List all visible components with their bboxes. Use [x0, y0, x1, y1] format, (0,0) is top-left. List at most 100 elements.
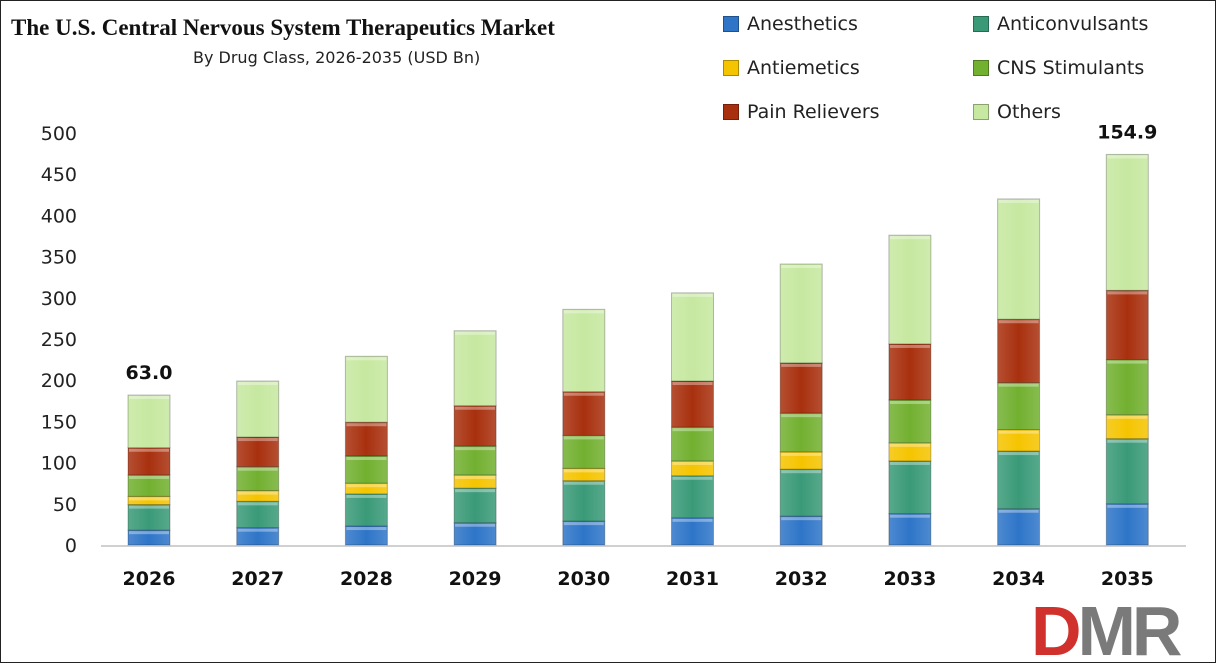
y-tick-label: 500	[41, 123, 77, 145]
x-tick-label: 2029	[449, 568, 502, 590]
bar-segment-anesthetics	[127, 529, 171, 546]
y-tick-label: 50	[53, 494, 77, 516]
x-tick-label: 2026	[123, 568, 176, 590]
bar-segment-anticonvulsants	[997, 450, 1041, 510]
bar-bevel	[455, 489, 496, 493]
legend-label: Antiemetics	[747, 57, 860, 79]
bar-bevel	[129, 505, 169, 509]
bar-segment-anticonvulsants	[453, 487, 497, 524]
y-tick-label: 450	[41, 164, 77, 186]
y-tick-label: 350	[41, 247, 77, 269]
bar-segment-cns-stimulants	[562, 434, 606, 469]
bar-bevel	[563, 522, 604, 526]
bar-segment-pain-relievers	[453, 405, 497, 447]
legend-swatch	[723, 60, 739, 76]
legend-label: Pain Relievers	[747, 101, 880, 123]
data-label: 63.0	[126, 362, 173, 384]
bar-bevel	[1107, 360, 1148, 364]
bar-segment-pain-relievers	[344, 421, 388, 457]
bar-bevel	[129, 497, 169, 501]
bar-bevel	[129, 396, 169, 400]
bar-segment-anesthetics	[888, 513, 932, 546]
legend-item: Antiemetics	[723, 57, 860, 79]
bar-segment-others	[997, 198, 1041, 320]
bar-segment-others	[779, 263, 823, 364]
y-tick-label: 150	[41, 411, 77, 433]
bar-bevel	[672, 461, 713, 465]
x-tick-label: 2033	[883, 568, 936, 590]
bar-segment-pain-relievers	[888, 343, 932, 401]
bar-segment-anticonvulsants	[127, 504, 171, 531]
bar-bevel	[455, 475, 496, 479]
bar-bevel	[346, 357, 387, 361]
bar-bevel	[346, 527, 387, 531]
bar-bevel	[455, 406, 496, 410]
legend-label: Anesthetics	[747, 13, 858, 35]
legend-item: Anesthetics	[723, 13, 858, 35]
bar-segment-cns-stimulants	[1105, 359, 1149, 416]
bar-bevel	[563, 469, 604, 473]
bar-bevel	[889, 344, 930, 348]
bar-segment-antiemetics	[344, 482, 388, 495]
bar-segment-anticonvulsants	[671, 475, 714, 519]
bar-bevel	[781, 363, 822, 367]
bar-segment-others	[344, 355, 388, 423]
bar-segment-pain-relievers	[127, 447, 171, 476]
bar-bevel	[455, 523, 496, 527]
bar-segment-anticonvulsants	[779, 468, 823, 517]
bar-segment-cns-stimulants	[344, 455, 388, 484]
bar-segment-others	[888, 234, 932, 345]
y-tick-label: 300	[41, 288, 77, 310]
bar-segment-anticonvulsants	[1105, 438, 1149, 505]
bar-bevel	[129, 531, 169, 535]
legend-label: CNS Stimulants	[997, 57, 1145, 79]
bar-segment-others	[562, 308, 606, 393]
bar-bevel	[998, 199, 1039, 203]
x-tick-label: 2034	[992, 568, 1045, 590]
bar-bevel	[1107, 415, 1148, 419]
bar-bevel	[346, 423, 387, 427]
x-tick-label: 2035	[1101, 568, 1154, 590]
legend-label: Others	[997, 101, 1061, 123]
bar-segment-others	[236, 380, 280, 438]
bar-segment-cns-stimulants	[888, 399, 932, 444]
bar-bevel	[129, 475, 169, 479]
dmr-logo: DMR	[1031, 592, 1182, 663]
bar-segment-pain-relievers	[236, 436, 280, 468]
chart-subtitle: By Drug Class, 2026-2035 (USD Bn)	[193, 48, 481, 67]
bar-segment-pain-relievers	[671, 380, 714, 428]
x-tick-label: 2030	[557, 568, 610, 590]
bar-bevel	[129, 448, 169, 452]
x-tick-label: 2028	[340, 568, 393, 590]
bar-bevel	[237, 502, 278, 506]
bar-segment-pain-relievers	[997, 318, 1041, 384]
bar-bevel	[889, 400, 930, 404]
bar-bevel	[1107, 504, 1148, 508]
bar-bevel	[563, 436, 604, 440]
legend-label: Anticonvulsants	[997, 13, 1149, 35]
bar-bevel	[672, 293, 713, 297]
bar-segment-pain-relievers	[1105, 289, 1149, 361]
bar-segment-anticonvulsants	[344, 493, 388, 527]
bar-bevel	[781, 452, 822, 456]
bar-segment-pain-relievers	[779, 362, 823, 414]
bar-bevel	[998, 430, 1039, 434]
legend-item: Anticonvulsants	[973, 13, 1148, 35]
bar-bevel	[455, 331, 496, 335]
bar-bevel	[346, 494, 387, 498]
y-tick-label: 0	[65, 535, 77, 557]
legend-swatch	[973, 16, 989, 32]
bar-segment-antiemetics	[997, 429, 1041, 452]
y-tick-label: 100	[41, 453, 77, 475]
bar-bevel	[889, 514, 930, 518]
bar-bevel	[1107, 439, 1148, 443]
bar-bevel	[563, 392, 604, 396]
bar-bevel	[998, 509, 1039, 513]
legend-item: CNS Stimulants	[973, 57, 1144, 79]
bar-bevel	[781, 265, 822, 269]
y-tick-label: 250	[41, 329, 77, 351]
bar-segment-anticonvulsants	[888, 460, 932, 515]
bar-segment-others	[453, 330, 497, 407]
bar-bevel	[237, 438, 278, 442]
